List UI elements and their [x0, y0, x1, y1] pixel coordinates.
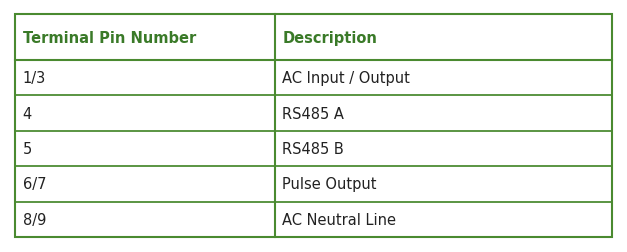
Text: Description: Description	[282, 30, 377, 45]
Text: AC Neutral Line: AC Neutral Line	[282, 212, 396, 227]
Text: 5: 5	[23, 141, 32, 156]
Text: Terminal Pin Number: Terminal Pin Number	[23, 30, 196, 45]
Text: 1/3: 1/3	[23, 71, 46, 86]
Text: 8/9: 8/9	[23, 212, 46, 227]
Text: Pulse Output: Pulse Output	[282, 177, 377, 192]
Text: AC Input / Output: AC Input / Output	[282, 71, 410, 86]
Text: RS485 A: RS485 A	[282, 106, 344, 121]
Text: 6/7: 6/7	[23, 177, 46, 192]
Text: 4: 4	[23, 106, 32, 121]
Bar	[15, 15, 612, 237]
Text: RS485 B: RS485 B	[282, 141, 344, 156]
